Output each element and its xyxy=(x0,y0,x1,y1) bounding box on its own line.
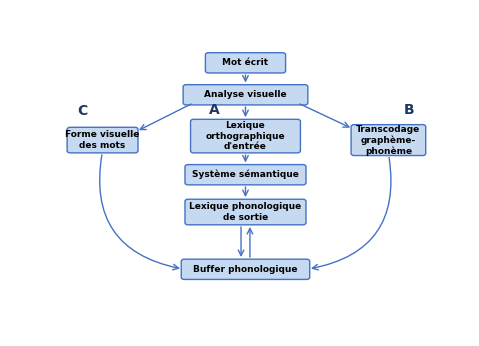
Text: Système sémantique: Système sémantique xyxy=(192,170,299,180)
FancyBboxPatch shape xyxy=(185,199,306,225)
Text: A: A xyxy=(208,103,219,117)
Text: Mot écrit: Mot écrit xyxy=(222,58,269,67)
Text: Lexique
orthographique
d'entrée: Lexique orthographique d'entrée xyxy=(205,121,285,151)
Text: Lexique phonologique
de sortie: Lexique phonologique de sortie xyxy=(189,202,302,222)
FancyBboxPatch shape xyxy=(191,119,300,153)
FancyBboxPatch shape xyxy=(183,85,308,105)
FancyBboxPatch shape xyxy=(181,259,310,280)
Text: Analyse visuelle: Analyse visuelle xyxy=(204,90,287,99)
Text: Forme visuelle
des mots: Forme visuelle des mots xyxy=(65,130,140,150)
FancyBboxPatch shape xyxy=(185,165,306,185)
FancyBboxPatch shape xyxy=(205,53,285,73)
FancyBboxPatch shape xyxy=(351,125,426,156)
Text: Buffer phonologique: Buffer phonologique xyxy=(193,265,298,274)
Text: B: B xyxy=(403,103,414,117)
Text: C: C xyxy=(77,104,87,118)
Text: Transcodage
graphème-
phonème: Transcodage graphème- phonème xyxy=(356,125,421,156)
FancyBboxPatch shape xyxy=(67,127,138,153)
